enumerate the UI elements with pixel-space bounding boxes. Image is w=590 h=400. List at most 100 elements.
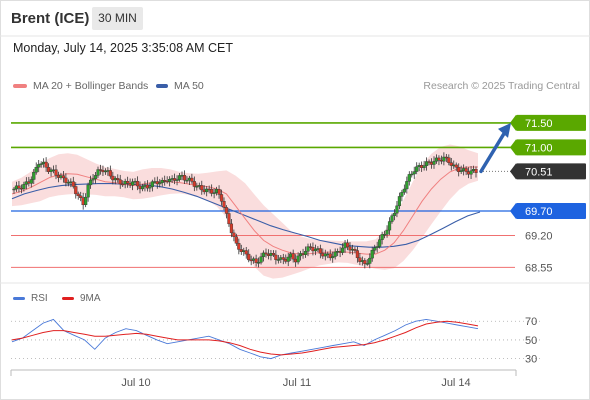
candle-body [276,259,280,261]
9ma-swatch [62,296,74,300]
candle [340,243,345,256]
timestamp: Monday, July 14, 2025 3:35:08 AM CET [13,41,234,55]
ma20-line [11,166,478,255]
candle-body [116,178,120,181]
candle-body [454,164,458,168]
candle [244,247,248,259]
candle-body [222,201,226,208]
candle-body [306,246,310,252]
candle [93,172,98,184]
candle-body [392,212,397,216]
level-label-68.55: 68.55 [525,262,553,274]
candle [370,246,374,262]
candle-body [382,234,387,236]
candle [261,250,266,262]
candle-body [424,161,429,166]
candle-body [355,250,360,259]
candle [182,170,187,185]
candle-body [135,180,140,187]
candle-body [358,257,362,262]
candle [276,254,280,264]
candle-body [140,186,145,190]
candle [61,170,66,183]
ma50-swatch [156,84,168,89]
candle [373,244,377,254]
candle-body [96,169,100,176]
candle-body [32,172,36,180]
candle-body [274,254,278,260]
candle-body [397,196,402,207]
legend-9ma: 9MA [62,293,101,304]
candle-body [340,247,345,253]
candle [163,175,167,186]
candle-body [442,156,446,162]
candle-body [148,186,152,189]
candle-body [410,173,414,176]
candle [96,166,100,178]
candle-body [387,221,392,231]
research-credit: Research © 2025 Trading Central [423,80,580,92]
candle [407,171,411,186]
candle [259,252,263,265]
candle-body [254,258,258,263]
x-tick-label: Jul 11 [283,377,312,389]
level-tag-pointer [510,203,516,220]
candle [88,175,93,189]
candle-body [303,251,308,255]
candle [447,154,451,166]
candle-body [390,215,394,222]
candle-body [348,246,352,251]
candle [168,176,172,187]
legend-ma20: MA 20 + Bollinger Bands [13,80,148,92]
candle [454,162,458,172]
candle [185,176,189,184]
candle [474,166,478,178]
candle-body [88,179,93,186]
candle [37,159,41,173]
candle-body [375,246,379,248]
candle-body [145,184,150,189]
candle [331,251,335,263]
candle-body [71,181,75,187]
ma20-label: MA 20 + Bollinger Bands [33,80,149,92]
candle [76,191,80,200]
candle-body [64,177,68,183]
candle-body [229,223,234,234]
timeframe-badge[interactable]: 30 MIN [92,7,143,30]
candle [400,189,404,202]
level-tag-bg [516,139,586,156]
candle [348,242,352,255]
candle [22,181,26,192]
candle-body [385,229,389,235]
candle [459,165,463,175]
candle-body [264,252,268,255]
level-support-69-20: 69.20 [11,231,553,243]
candle [424,157,429,171]
candle-body [286,256,290,262]
candle-body [405,181,409,190]
candle [365,259,369,266]
candle-body [402,188,406,193]
candle [410,170,414,178]
rsi-swatch [13,296,25,300]
candle [145,180,150,192]
candle-body [192,181,196,187]
candle-body [111,175,115,181]
candle [39,161,43,168]
ma20-swatch [13,84,27,89]
candle [118,174,122,189]
candle-body [200,185,204,191]
candle [368,253,372,269]
candle [281,253,285,265]
candle [160,177,164,187]
forecast-arrow-shaft [479,130,507,174]
candle [291,249,295,263]
candle-body [447,157,451,163]
candle [135,176,140,191]
candle [32,168,36,185]
candle-body [412,171,416,175]
candle-body [86,184,90,198]
candle [427,159,431,166]
candle [175,175,179,186]
